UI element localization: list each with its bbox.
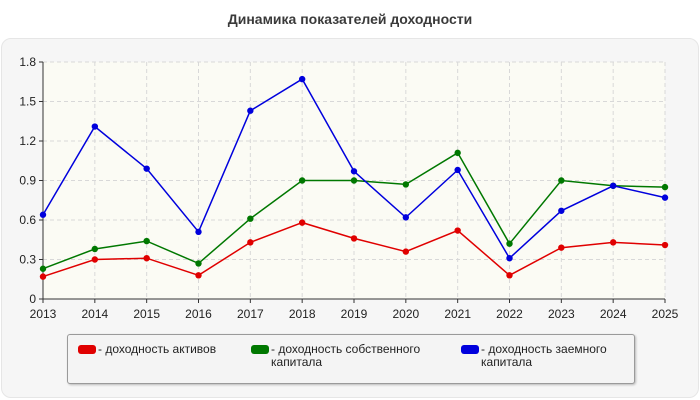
x-tick-label: 2016 xyxy=(185,307,212,321)
x-tick-label: 2018 xyxy=(289,307,316,321)
legend-swatch-debt xyxy=(461,345,479,354)
data-point xyxy=(506,254,513,262)
data-point xyxy=(506,240,513,247)
data-point xyxy=(609,239,617,246)
data-point xyxy=(350,168,358,175)
data-point xyxy=(39,265,47,272)
x-tick-label: 2025 xyxy=(652,307,679,321)
data-point xyxy=(298,177,306,184)
legend: - доходность активов - доходность собств… xyxy=(67,334,635,384)
data-point xyxy=(91,245,99,253)
legend-label-debt: - доходность заемного капитала xyxy=(481,342,607,369)
legend-item-equity: - доходность собственного капитала xyxy=(251,343,420,369)
data-point xyxy=(91,256,99,263)
data-point xyxy=(558,177,565,184)
x-tick-label: 2015 xyxy=(133,307,160,321)
data-point xyxy=(195,228,202,236)
x-tick-label: 2024 xyxy=(600,307,627,321)
data-point xyxy=(195,272,202,279)
y-tick-label: 1.5 xyxy=(19,95,36,109)
y-tick-label: 1.8 xyxy=(19,55,36,69)
x-tick-label: 2013 xyxy=(30,307,57,321)
data-point xyxy=(143,237,150,245)
data-point xyxy=(558,244,565,251)
data-point xyxy=(402,214,410,221)
y-tick-label: 0.9 xyxy=(19,174,36,188)
data-point xyxy=(247,239,254,246)
data-point xyxy=(298,75,306,83)
data-point xyxy=(91,123,99,130)
legend-item-assets: - доходность активов xyxy=(78,343,216,356)
data-point xyxy=(454,227,461,234)
legend-swatch-equity xyxy=(251,345,269,354)
data-point xyxy=(558,207,565,214)
x-tick-label: 2023 xyxy=(548,307,575,321)
data-point xyxy=(195,260,202,267)
legend-label-assets: - доходность активов xyxy=(98,342,217,356)
data-point xyxy=(298,219,306,226)
legend-label-equity: - доходность собственного капитала xyxy=(271,342,421,369)
data-point xyxy=(454,149,461,157)
data-point xyxy=(143,165,150,172)
x-tick-label: 2019 xyxy=(341,307,368,321)
y-tick-label: 0.6 xyxy=(19,213,36,227)
data-point xyxy=(402,181,410,188)
chart-title: Динамика показателей доходности xyxy=(227,11,473,27)
data-point xyxy=(609,182,617,189)
x-tick-label: 2021 xyxy=(444,307,471,321)
data-point xyxy=(661,183,669,191)
data-point xyxy=(39,211,47,218)
data-point xyxy=(661,194,669,201)
y-tick-label: 0.3 xyxy=(19,253,36,267)
data-point xyxy=(247,107,254,114)
x-tick-label: 2014 xyxy=(81,307,108,321)
y-tick-label: 1.2 xyxy=(19,134,36,148)
x-tick-label: 2017 xyxy=(237,307,264,321)
x-tick-label: 2022 xyxy=(496,307,523,321)
data-point xyxy=(39,273,47,280)
data-point xyxy=(143,254,150,262)
data-point xyxy=(350,177,358,184)
legend-swatch-assets xyxy=(78,345,96,354)
data-point xyxy=(402,248,410,255)
x-tick-label: 2020 xyxy=(392,307,419,321)
legend-item-debt: - доходность заемного капитала xyxy=(461,343,607,369)
data-point xyxy=(454,166,461,174)
data-point xyxy=(247,215,254,222)
data-point xyxy=(661,241,669,249)
data-point xyxy=(350,235,358,242)
y-tick-label: 0 xyxy=(29,292,36,306)
data-point xyxy=(506,272,513,279)
